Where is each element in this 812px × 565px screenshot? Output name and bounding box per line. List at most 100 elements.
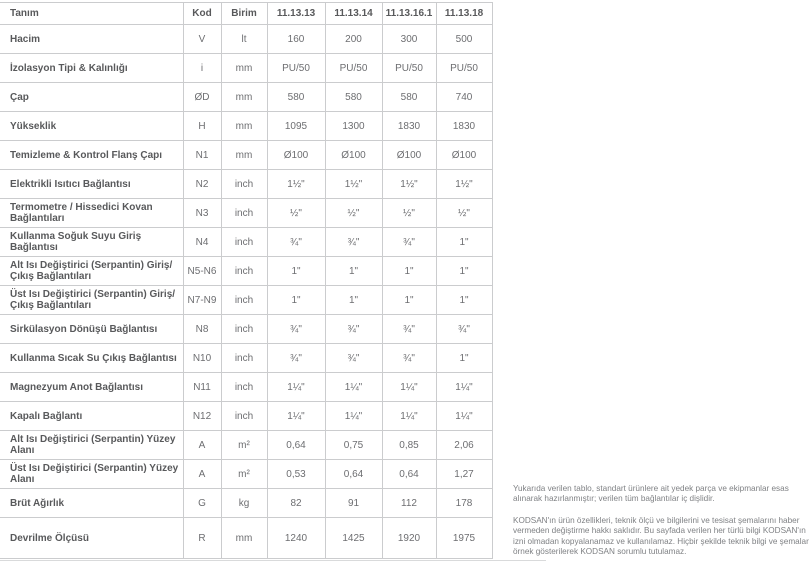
row-kod-cell: N10 (182, 343, 221, 373)
value-cell: 1½" (324, 169, 382, 199)
row-kod-cell: V (182, 24, 221, 54)
value-cell: ½" (266, 198, 325, 228)
row-label-cell: Yükseklik (0, 111, 183, 141)
row-kod-cell: A (182, 459, 221, 489)
value-cell: 1" (435, 227, 493, 257)
value-cell: ½" (435, 198, 493, 228)
value-cell: 91 (324, 488, 382, 518)
value-cell: 1" (435, 343, 493, 373)
spec-table: Tanım Kod Birim 11.13.13 11.13.14 11.13.16.1 1… (0, 2, 493, 559)
value-cell: 160 (266, 24, 325, 54)
column-header-4: 11.13.14 (324, 2, 382, 25)
row-birim-cell: inch (220, 256, 267, 286)
value-cell: 1425 (324, 517, 382, 559)
value-cell: 1" (266, 285, 325, 315)
row-kod-cell: H (182, 111, 221, 141)
row-birim-cell: m² (220, 459, 267, 489)
table-row: Kapalı Bağlantı N12 inch 1¼" 1¼" 1¼" 1¼" (0, 401, 493, 431)
column-header-2: Birim (220, 2, 267, 25)
value-cell: 1300 (324, 111, 382, 141)
value-cell: 0,64 (266, 430, 325, 460)
table-row: Elektrikli Isıtıcı Bağlantısı N2 inch 1½" 1½… (0, 169, 493, 199)
value-cell: 112 (381, 488, 436, 518)
row-birim-cell: m² (220, 430, 267, 460)
value-cell: 1830 (435, 111, 493, 141)
value-cell: 740 (435, 82, 493, 112)
value-cell: 500 (435, 24, 493, 54)
value-cell: 0,53 (266, 459, 325, 489)
row-birim-cell: inch (220, 372, 267, 402)
row-label-cell: Magnezyum Anot Bağlantısı (0, 372, 183, 402)
value-cell: ¾" (324, 314, 382, 344)
value-cell: ¾" (435, 314, 493, 344)
row-birim-cell: inch (220, 169, 267, 199)
row-label-cell: Temizleme & Kontrol Flanş Çapı (0, 140, 183, 170)
row-kod-cell: N8 (182, 314, 221, 344)
row-label-cell: Üst Isı Değiştirici (Serpantin) Giriş/Çı… (0, 285, 183, 315)
value-cell: 1¼" (266, 401, 325, 431)
value-cell: 1½" (435, 169, 493, 199)
value-cell: Ø100 (324, 140, 382, 170)
value-cell: 1095 (266, 111, 325, 141)
value-cell: ½" (324, 198, 382, 228)
value-cell: 1½" (266, 169, 325, 199)
value-cell: 2,06 (435, 430, 493, 460)
row-kod-cell: ØD (182, 82, 221, 112)
row-kod-cell: N7-N9 (182, 285, 221, 315)
value-cell: ¾" (381, 314, 436, 344)
value-cell: 1¼" (381, 372, 436, 402)
value-cell: 1½" (381, 169, 436, 199)
value-cell: 1" (381, 285, 436, 315)
row-birim-cell: mm (220, 517, 267, 559)
row-label-cell: Kapalı Bağlantı (0, 401, 183, 431)
table-row: Kullanma Soğuk Suyu Giriş Bağlantısı N4 in… (0, 227, 493, 257)
row-label-cell: Kullanma Soğuk Suyu Giriş Bağlantısı (0, 227, 183, 257)
value-cell: PU/50 (381, 53, 436, 83)
value-cell: 0,75 (324, 430, 382, 460)
value-cell: 178 (435, 488, 493, 518)
value-cell: 1¼" (435, 372, 493, 402)
value-cell: 1" (324, 285, 382, 315)
column-header-5: 11.13.16.1 (381, 2, 436, 25)
column-header-0: Tanım (0, 2, 183, 25)
table-row: Magnezyum Anot Bağlantısı N11 inch 1¼" 1¼" 1¼… (0, 372, 493, 402)
table-row: Kullanma Sıcak Su Çıkış Bağlantısı N10 inc… (0, 343, 493, 373)
value-cell: 1¼" (435, 401, 493, 431)
value-cell: 200 (324, 24, 382, 54)
row-birim-cell: mm (220, 140, 267, 170)
table-row: Üst Isı Değiştirici (Serpantin) Yüzey Al… (0, 459, 493, 489)
value-cell: 1" (435, 285, 493, 315)
value-cell: 580 (381, 82, 436, 112)
row-birim-cell: mm (220, 53, 267, 83)
table-row: Termometre / Hissedici Kovan Bağlantılar… (0, 198, 493, 228)
value-cell: ¾" (266, 343, 325, 373)
row-kod-cell: A (182, 430, 221, 460)
value-cell: PU/50 (266, 53, 325, 83)
row-label-cell: Alt Isı Değiştirici (Serpantin) Yüzey Al… (0, 430, 183, 460)
value-cell: 580 (266, 82, 325, 112)
bottom-divider (0, 560, 546, 561)
value-cell: PU/50 (324, 53, 382, 83)
value-cell: ¾" (381, 343, 436, 373)
value-cell: 1830 (381, 111, 436, 141)
column-header-6: 11.13.18 (435, 2, 493, 25)
column-header-1: Kod (182, 2, 221, 25)
value-cell: ¾" (266, 227, 325, 257)
value-cell: Ø100 (435, 140, 493, 170)
value-cell: 1" (266, 256, 325, 286)
value-cell: 1975 (435, 517, 493, 559)
value-cell: ½" (381, 198, 436, 228)
row-label-cell: Hacim (0, 24, 183, 54)
value-cell: 300 (381, 24, 436, 54)
value-cell: 1" (324, 256, 382, 286)
value-cell: 1,27 (435, 459, 493, 489)
row-label-cell: Kullanma Sıcak Su Çıkış Bağlantısı (0, 343, 183, 373)
row-kod-cell: N4 (182, 227, 221, 257)
table-row: Çap ØD mm 580 580 580 740 (0, 82, 493, 112)
value-cell: PU/50 (435, 53, 493, 83)
value-cell: 0,64 (381, 459, 436, 489)
value-cell: ¾" (324, 343, 382, 373)
